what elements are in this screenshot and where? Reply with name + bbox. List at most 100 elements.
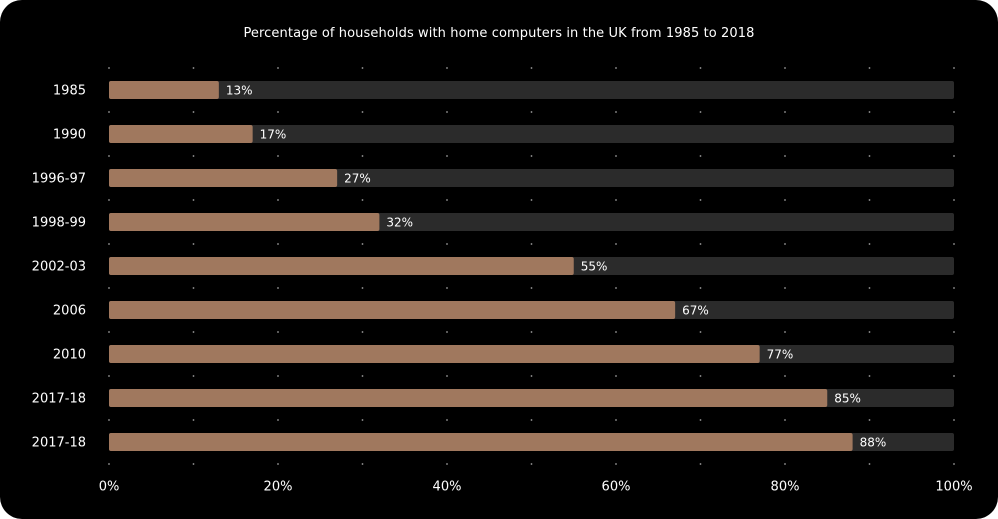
grid-dot <box>699 199 702 201</box>
grid-dot <box>446 243 448 245</box>
grid-dot <box>530 243 533 245</box>
grid-dot <box>615 243 617 245</box>
grid-dot <box>953 331 955 333</box>
grid-dot <box>192 67 195 69</box>
grid-dot <box>530 199 533 201</box>
grid-dot <box>361 375 364 377</box>
bar-value-label: 32% <box>386 216 413 230</box>
bar-value-label: 17% <box>260 128 287 142</box>
grid-dot <box>868 111 871 113</box>
grid-dot <box>868 155 871 157</box>
grid-dot <box>192 331 195 333</box>
bar <box>109 169 338 187</box>
grid-dot <box>615 375 617 377</box>
grid-dot <box>108 111 110 113</box>
grid-dot <box>784 375 786 377</box>
bar-row: 1996-97 27% <box>32 169 954 187</box>
grid-dot <box>108 375 110 377</box>
bar <box>109 81 219 99</box>
grid-dot <box>192 199 195 201</box>
grid-dot <box>784 287 786 289</box>
bar-row: 1998-99 32% <box>32 213 954 231</box>
grid-dot <box>108 67 110 69</box>
bar <box>109 389 828 407</box>
grid-dot <box>699 111 702 113</box>
bar-row: 1990 17% <box>53 125 954 143</box>
bar-track <box>109 125 954 143</box>
y-tick-label: 1990 <box>53 128 86 143</box>
grid-dot <box>361 463 364 465</box>
grid-dot <box>868 463 871 465</box>
y-tick-label: 2006 <box>53 304 86 319</box>
grid-dot <box>699 287 702 289</box>
y-tick-label: 2017-18 <box>32 392 86 407</box>
grid-dot <box>277 375 279 377</box>
bar-value-label: 27% <box>344 172 371 186</box>
grid-dot <box>953 243 955 245</box>
grid-dot <box>784 419 786 421</box>
grid-dot <box>446 199 448 201</box>
bar <box>109 301 676 319</box>
x-tick-label: 80% <box>771 480 800 495</box>
bar-value-label: 77% <box>767 348 794 362</box>
grid-dot <box>192 111 195 113</box>
grid-dot <box>868 331 871 333</box>
grid-dot <box>699 419 702 421</box>
grid-dot <box>108 287 110 289</box>
bar-row: 2017-18 88% <box>32 433 954 451</box>
grid-dot <box>784 199 786 201</box>
y-tick-label: 1998-99 <box>32 216 86 231</box>
grid-dot <box>699 463 702 465</box>
y-tick-label: 2017-18 <box>32 436 86 451</box>
grid-dot <box>953 287 955 289</box>
grid-dot <box>784 155 786 157</box>
grid-dot <box>784 463 786 465</box>
grid-dot <box>277 155 279 157</box>
grid-dot <box>446 463 448 465</box>
grid-dot <box>108 331 110 333</box>
grid-dot <box>953 463 955 465</box>
x-tick-label: 20% <box>264 480 293 495</box>
grid-dot <box>784 67 786 69</box>
grid-dot <box>277 463 279 465</box>
grid-dot <box>361 199 364 201</box>
bar-value-label: 88% <box>860 436 887 450</box>
grid-dot <box>784 111 786 113</box>
grid-dot <box>530 111 533 113</box>
grid-dot <box>361 243 364 245</box>
grid-dot <box>108 463 110 465</box>
grid-dot <box>615 287 617 289</box>
grid-dot <box>953 419 955 421</box>
bar <box>109 433 853 451</box>
grid-dot <box>868 243 871 245</box>
x-tick-label: 100% <box>935 480 972 495</box>
grid-dot <box>361 419 364 421</box>
grid-dot <box>192 287 195 289</box>
grid-dot <box>277 111 279 113</box>
bar-value-label: 67% <box>682 304 709 318</box>
grid-dot <box>192 419 195 421</box>
grid-dot <box>277 67 279 69</box>
grid-dot <box>446 67 448 69</box>
grid-dot <box>699 375 702 377</box>
y-tick-label: 1985 <box>53 84 86 99</box>
grid-dot <box>108 419 110 421</box>
y-tick-label: 2010 <box>53 348 86 363</box>
grid-dot <box>192 463 195 465</box>
y-tick-label: 2002-03 <box>32 260 86 275</box>
grid-dot <box>530 67 533 69</box>
grid-dot <box>953 375 955 377</box>
bar <box>109 125 253 143</box>
grid-dot <box>615 111 617 113</box>
bar-row: 2017-18 85% <box>32 389 954 407</box>
grid-dot <box>868 199 871 201</box>
grid-dot <box>699 67 702 69</box>
grid-dot <box>192 375 195 377</box>
grid-dot <box>108 243 110 245</box>
grid-dot <box>868 67 871 69</box>
grid-dot <box>953 199 955 201</box>
y-tick-label: 1996-97 <box>32 172 86 187</box>
grid-dot <box>108 199 110 201</box>
grid-dot <box>277 419 279 421</box>
bar-track <box>109 81 954 99</box>
